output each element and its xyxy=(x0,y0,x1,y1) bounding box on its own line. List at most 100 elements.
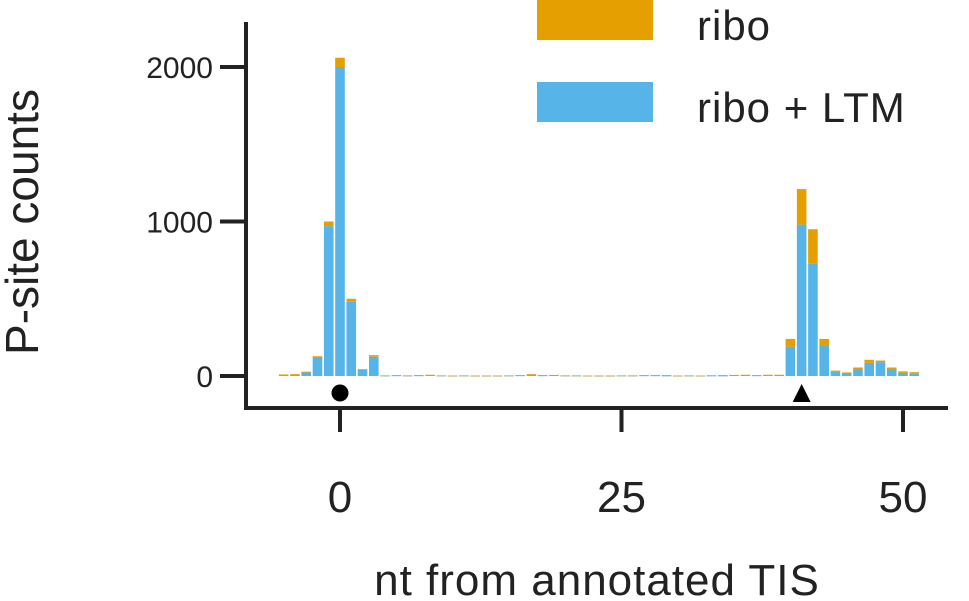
x-tick-label-0: 0 xyxy=(328,473,352,522)
bar-ribo-x29 xyxy=(661,375,672,376)
y-tick-label-1000: 1000 xyxy=(146,207,213,240)
bar-ribo-x34 xyxy=(718,375,728,376)
bar-ribo-ltm-x43 xyxy=(819,345,829,376)
bar-ribo-x31 xyxy=(684,375,694,377)
bar-ribo-x3 xyxy=(368,355,379,357)
bar-ribo-x36 xyxy=(740,374,751,376)
bar-ribo-x12 xyxy=(470,375,480,377)
bar-ribo-x5 xyxy=(391,375,402,376)
bar-ribo-ltm-x3 xyxy=(368,356,379,376)
bar-ribo-x30 xyxy=(673,375,683,377)
y-tick-label-2000: 2000 xyxy=(146,52,213,85)
bar-ribo-ltm-x34 xyxy=(718,375,728,377)
bar-ribo-x-3 xyxy=(301,371,312,373)
bar-ribo-x4 xyxy=(380,375,390,377)
bar-ribo-x23 xyxy=(594,375,604,377)
bar-ribo-x32 xyxy=(695,375,706,377)
x-ticks: 0 25 50 xyxy=(328,408,928,522)
bar-ribo-ltm-x47 xyxy=(864,362,875,376)
bar-ribo-x48 xyxy=(875,360,886,363)
bar-ribo-x13 xyxy=(481,375,492,377)
bar-ribo-x27 xyxy=(639,375,649,376)
y-axis-label: P-site counts xyxy=(0,89,48,355)
bar-ribo-x16 xyxy=(515,375,525,376)
bar-ribo-x24 xyxy=(605,375,616,377)
bar-ribo-x15 xyxy=(504,375,514,377)
bar-ribo-ltm-x-2 xyxy=(312,357,323,376)
bar-ribo-x47 xyxy=(864,359,875,363)
bar-ribo-ltm-x44 xyxy=(830,371,841,376)
bar-ribo-x21 xyxy=(571,375,582,377)
y-tick-label-0: 0 xyxy=(196,361,213,394)
bar-ribo-x1 xyxy=(346,298,357,302)
legend-label-ribo: ribo xyxy=(697,2,771,49)
bar-ribo-x9 xyxy=(436,375,447,377)
bar-ribo-x19 xyxy=(549,374,559,376)
bar-ribo-x42 xyxy=(808,229,818,264)
bar-ribo-x26 xyxy=(627,375,638,377)
bar-ribo-ltm-x51 xyxy=(909,373,920,376)
bar-ribo-x25 xyxy=(616,375,627,377)
x-tick-label-50: 50 xyxy=(879,473,928,522)
bar-ribo-x45 xyxy=(841,372,852,374)
bar-ribo-x14 xyxy=(492,375,503,377)
bar-ribo-x10 xyxy=(447,375,458,377)
bar-ribo-ltm-x1 xyxy=(346,301,357,376)
bar-ribo-x51 xyxy=(909,372,920,374)
bar-ribo-x38 xyxy=(763,374,773,376)
bar-ribo-x50 xyxy=(898,371,908,373)
x-axis-label: nt from annotated TIS xyxy=(374,556,820,601)
legend-swatch-ribo xyxy=(537,0,653,40)
bar-ribo-x-4 xyxy=(290,374,300,375)
bar-ribo-x6 xyxy=(402,375,413,377)
legend: ribo ribo + LTM xyxy=(537,0,906,131)
bar-ribo-ltm-x42 xyxy=(808,263,818,376)
x-tick-label-25: 25 xyxy=(597,473,646,522)
start-marker-triangle xyxy=(792,384,811,402)
bar-ribo-x7 xyxy=(414,375,424,376)
bars-layer xyxy=(278,57,920,377)
legend-label-ribo-ltm: ribo + LTM xyxy=(697,84,906,131)
bar-ribo-x39 xyxy=(774,374,784,376)
bar-ribo-ltm-x29 xyxy=(661,375,672,377)
bar-ribo-ltm-x36 xyxy=(740,375,751,377)
bar-ribo-ltm-x46 xyxy=(853,369,863,376)
markers-layer xyxy=(331,384,811,402)
y-ticks: 0 1000 2000 xyxy=(146,52,246,394)
bar-ribo-x49 xyxy=(886,367,897,370)
bar-ribo-x22 xyxy=(582,375,593,377)
axes-layer: 0 1000 2000 0 25 50 xyxy=(146,22,948,522)
bar-ribo-x11 xyxy=(459,375,469,377)
bar-ribo-ltm-x49 xyxy=(886,369,897,376)
bar-ribo-ltm-x-3 xyxy=(301,372,312,376)
bar-ribo-x20 xyxy=(560,375,570,377)
bar-ribo-ltm-x-1 xyxy=(323,226,334,376)
bar-ribo-ltm-x-4 xyxy=(290,374,300,376)
bar-ribo-x0 xyxy=(335,57,345,67)
bar-ribo-ltm-x-5 xyxy=(278,374,289,376)
start-marker-circle xyxy=(331,384,349,402)
bar-ribo-ltm-x41 xyxy=(796,224,807,376)
bar-ribo-x35 xyxy=(729,374,739,376)
bar-ribo-x33 xyxy=(706,375,717,377)
bar-ribo-ltm-x40 xyxy=(785,346,796,376)
bar-ribo-ltm-x45 xyxy=(841,372,852,376)
bar-ribo-ltm-x2 xyxy=(357,369,368,376)
bar-ribo-ltm-x48 xyxy=(875,362,886,376)
bar-ribo-x-5 xyxy=(278,374,289,376)
bar-ribo-x-1 xyxy=(323,221,334,227)
bar-ribo-ltm-x39 xyxy=(774,375,784,377)
bar-ribo-ltm-x50 xyxy=(898,372,908,376)
bar-ribo-x18 xyxy=(537,375,548,376)
legend-swatch-ribo-ltm xyxy=(537,82,653,122)
bar-ribo-x44 xyxy=(830,370,841,372)
bar-ribo-x8 xyxy=(425,374,435,376)
bar-ribo-x46 xyxy=(853,367,863,370)
bar-ribo-x28 xyxy=(650,375,661,376)
bar-ribo-x43 xyxy=(819,338,829,346)
bar-ribo-x2 xyxy=(357,369,368,370)
bar-ribo-x17 xyxy=(526,374,537,375)
bar-ribo-x41 xyxy=(796,189,807,225)
bar-ribo-x40 xyxy=(785,338,796,347)
